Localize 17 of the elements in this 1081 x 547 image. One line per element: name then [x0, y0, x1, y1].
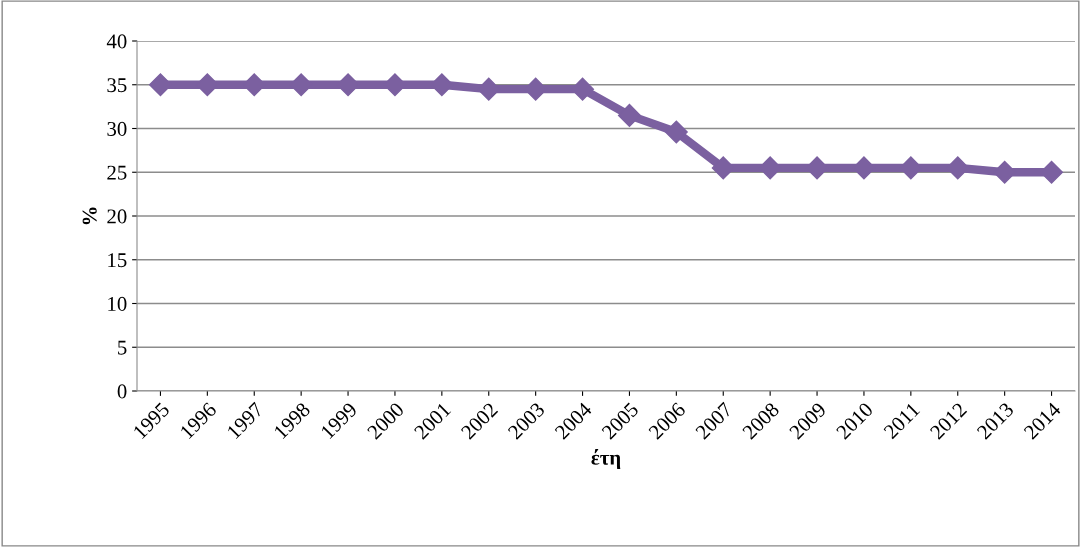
y-tick-label: 20: [107, 209, 127, 224]
y-tick-label: 5: [118, 340, 127, 355]
point: [1040, 160, 1064, 184]
point: [664, 120, 688, 144]
point: [148, 73, 172, 97]
x-tick-label: 2011: [883, 402, 921, 440]
y-tick-label: 15: [108, 253, 127, 268]
y-tick-label: 10: [108, 296, 127, 311]
y-tick-label: 35: [107, 78, 127, 93]
y-tick-label: 40: [106, 34, 127, 49]
point: [571, 77, 595, 101]
y-tick-label: 30: [107, 121, 127, 136]
y-axis-title: %: [82, 207, 97, 225]
x-axis-title: έτη: [591, 449, 621, 470]
point: [617, 103, 641, 127]
y-tick-label: 0: [117, 384, 127, 399]
y-tick-label: 25: [107, 165, 127, 180]
